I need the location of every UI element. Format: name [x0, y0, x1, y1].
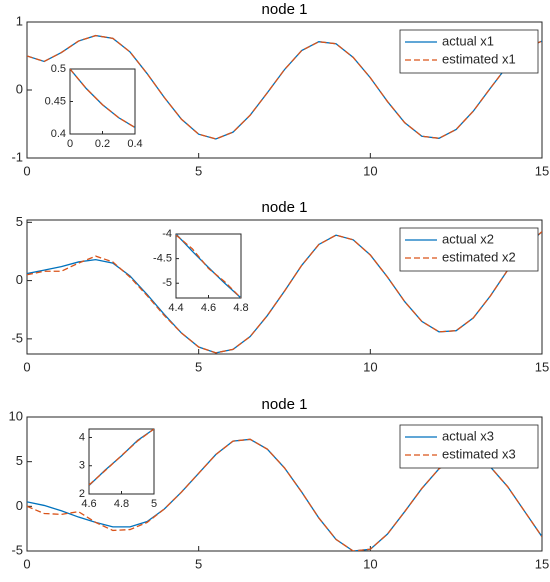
inset: 4.6 4.8 5 2 3 4: [79, 428, 157, 510]
y-tick-label: -1: [11, 149, 23, 164]
y-tick-label: 0.5: [51, 63, 66, 75]
x-tick-label: 10: [363, 359, 377, 374]
y-tick-label: 2: [79, 488, 85, 500]
y-tick-label: 5: [16, 453, 23, 468]
legend-label: estimated x2: [442, 249, 516, 264]
y-tick-label: 0: [16, 272, 23, 287]
series-line: [27, 34, 542, 140]
x-tick-label: 4.8: [233, 302, 248, 314]
series-line: [89, 429, 154, 486]
inset-frame: [69, 68, 136, 135]
x-tick-label: 15: [535, 163, 549, 178]
y-tick-label: 0.45: [45, 95, 66, 107]
x-tick-label: 4.6: [81, 498, 96, 510]
y-tick-label: 5: [16, 214, 23, 229]
inset-frame: [88, 428, 155, 495]
x-tick-label: 0: [23, 163, 30, 178]
legend-box: [399, 29, 539, 74]
chart-title: node 1: [262, 396, 308, 413]
x-tick-label: 10: [363, 556, 377, 571]
x-tick-label: 4.6: [201, 302, 216, 314]
y-tick-label: -5: [162, 277, 172, 289]
legend-label: estimated x3: [442, 446, 516, 461]
inset: 0 0.2 0.4 0.4 0.45 0.5: [45, 63, 143, 150]
x-tick-label: 4.4: [168, 302, 183, 314]
series-line: [70, 69, 135, 129]
series-line: [27, 231, 542, 354]
x-tick-label: 15: [535, 556, 549, 571]
y-tick-label: -5: [11, 330, 23, 345]
legend-label: actual x2: [442, 231, 494, 246]
x-tick-label: 0.4: [127, 138, 142, 150]
legend-label: actual x3: [442, 428, 494, 443]
legend: actual x1 estimated x1: [399, 29, 539, 74]
y-tick-label: 0.4: [51, 128, 66, 140]
x-tick-label: 10: [363, 163, 377, 178]
x-tick-label: 5: [151, 498, 157, 510]
legend-label: estimated x1: [442, 51, 516, 66]
y-tick-label: 1: [16, 13, 23, 28]
x-tick-label: 0: [67, 138, 73, 150]
chart-title: node 1: [262, 1, 308, 18]
chart-title: node 1: [262, 199, 308, 216]
legend-box: [399, 424, 539, 469]
legend: actual x3 estimated x3: [399, 424, 539, 469]
x-tick-label: 0: [23, 359, 30, 374]
y-tick-label: 10: [9, 408, 23, 423]
inset: 4.4 4.6 4.8 -5 -4.5 -4: [153, 228, 249, 314]
x-tick-label: 0.2: [95, 138, 110, 150]
y-tick-label: -4.5: [153, 253, 172, 265]
x-tick-label: 5: [195, 163, 202, 178]
x-tick-label: 15: [535, 359, 549, 374]
y-tick-label: 3: [79, 460, 85, 472]
y-tick-label: -4: [162, 228, 172, 240]
x-tick-label: 4.8: [114, 498, 129, 510]
series-line: [176, 234, 241, 298]
y-tick-label: 0: [16, 498, 23, 513]
legend-box: [399, 227, 539, 272]
y-tick-label: -5: [11, 542, 23, 557]
y-tick-label: 0: [16, 81, 23, 96]
x-tick-label: 0: [23, 556, 30, 571]
legend-label: actual x1: [442, 33, 494, 48]
y-tick-label: 4: [79, 431, 85, 443]
x-tick-label: 5: [195, 359, 202, 374]
legend: actual x2 estimated x2: [399, 227, 539, 272]
x-tick-label: 5: [195, 556, 202, 571]
